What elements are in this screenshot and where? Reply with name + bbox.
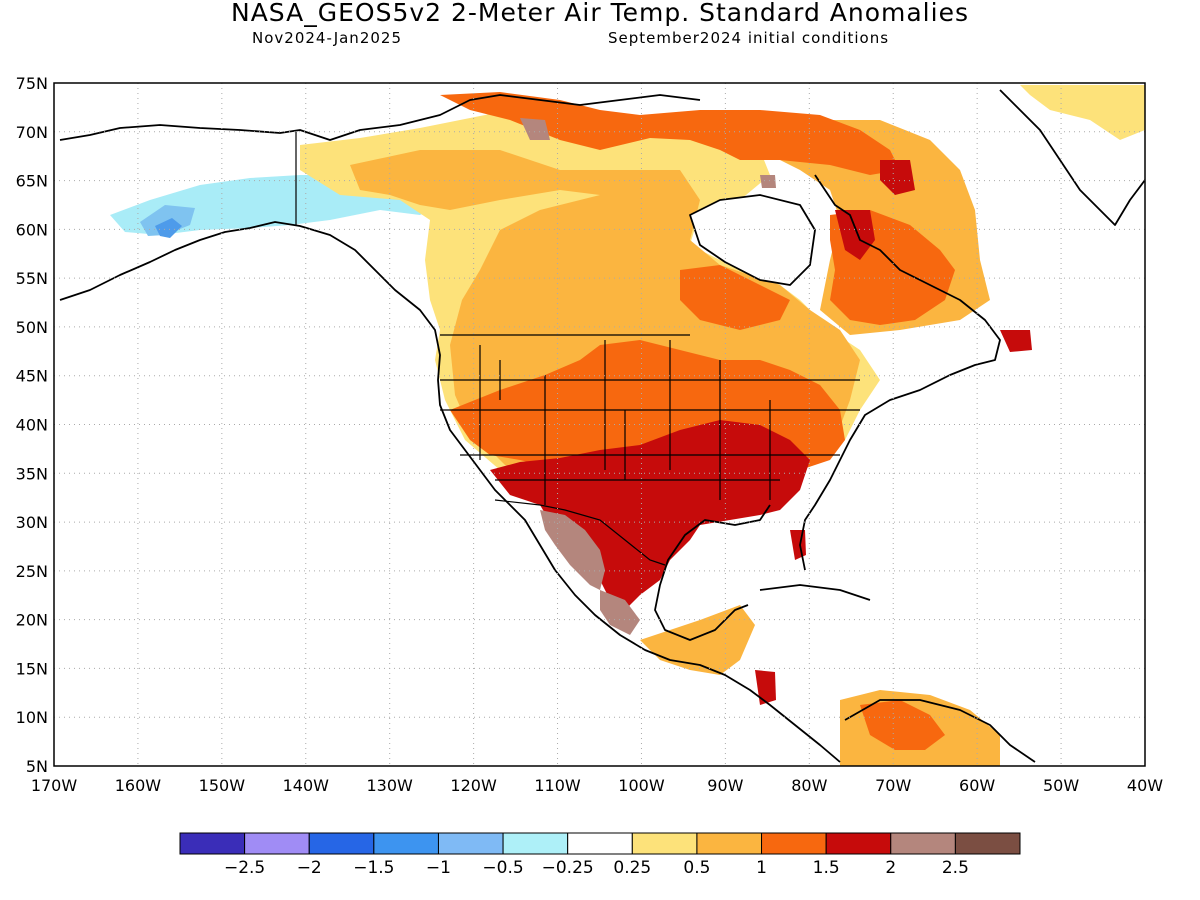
latitude-label: 15N [16, 659, 48, 678]
forecast-period: Nov2024-Jan2025 [252, 29, 402, 47]
initial-conditions: September2024 initial conditions [608, 29, 890, 47]
colorbar [179, 832, 1021, 855]
anomaly-region [755, 670, 776, 705]
colorbar-swatch [437, 832, 504, 855]
colorbar-swatch [954, 832, 1021, 855]
anomaly-region [640, 605, 755, 675]
latitude-label: 40N [16, 416, 48, 435]
latitude-label: 75N [16, 74, 48, 93]
latitude-label: 10N [16, 708, 48, 727]
longitude-label: 50W [1043, 776, 1079, 795]
anomaly-region [1000, 330, 1032, 352]
colorbar-label: −0.25 [542, 858, 594, 878]
colorbar-label: 0.5 [683, 858, 710, 878]
map-frame [53, 82, 1146, 767]
political-boundaries [295, 132, 860, 566]
coastlines [59, 89, 1145, 763]
latitude-label: 55N [16, 269, 48, 288]
longitude-axis: 170W 160W 150W 140W 130W 120W 110W 100W 90W 80W 70… [31, 776, 1163, 795]
colorbar-swatch [696, 832, 763, 855]
colorbar-label: 2.5 [942, 858, 969, 878]
longitude-label: 120W [450, 776, 497, 795]
anomaly-field [110, 85, 1145, 766]
anomaly-region [880, 160, 915, 195]
latitude-label: 70N [16, 123, 48, 142]
anomaly-region [1020, 85, 1145, 140]
anomaly-region [155, 218, 182, 238]
colorbar-swatch [761, 832, 827, 855]
anomaly-region [860, 700, 945, 750]
latitude-axis: 75N 70N 65N 60N 55N 50N 45N 40N 35N 30N 25N 20N 15N 1… [16, 74, 48, 776]
longitude-label: 80W [791, 776, 827, 795]
colorbar-swatch [631, 832, 698, 855]
latitude-label: 65N [16, 172, 48, 191]
colorbar-label: −1 [426, 858, 451, 878]
colorbar-swatch [179, 832, 246, 855]
anomaly-region [520, 118, 550, 140]
colorbar-labels: −2.5 −2 −1.5 −1 −0.5 −0.25 0.25 0.5 1 1.5 2 2.5 [224, 858, 969, 878]
colorbar-swatch [890, 832, 956, 855]
colorbar-label: 1.5 [813, 858, 840, 878]
colorbar-swatch [373, 832, 439, 855]
longitude-label: 70W [875, 776, 911, 795]
colorbar-swatch [502, 832, 569, 855]
longitude-label: 130W [367, 776, 414, 795]
colorbar-label: −0.5 [482, 858, 523, 878]
anomaly-region [600, 590, 640, 635]
longitude-label: 170W [31, 776, 78, 795]
longitude-label: 150W [199, 776, 246, 795]
longitude-label: 40W [1127, 776, 1163, 795]
anomaly-region [760, 175, 776, 188]
colorbar-label: −2 [297, 858, 322, 878]
colorbar-label: 0.25 [613, 858, 651, 878]
latitude-label: 35N [16, 464, 48, 483]
longitude-label: 90W [707, 776, 743, 795]
colorbar-swatch [308, 832, 375, 855]
latitude-label: 20N [16, 611, 48, 630]
grid-lines [54, 83, 1145, 766]
colorbar-label: 1 [756, 858, 767, 878]
anomaly-region [835, 210, 875, 260]
latitude-label: 60N [16, 220, 48, 239]
colorbar-swatch [825, 832, 892, 855]
colorbar-label: −1.5 [353, 858, 394, 878]
anomaly-region [680, 265, 790, 330]
colorbar-swatch [567, 832, 633, 855]
longitude-label: 110W [534, 776, 581, 795]
colorbar-label: 2 [885, 858, 896, 878]
latitude-label: 45N [16, 367, 48, 386]
map-title: NASA_GEOS5v2 2-Meter Air Temp. Standard … [231, 0, 969, 27]
anomaly-region [690, 195, 815, 285]
anomaly-region [540, 510, 605, 590]
latitude-label: 50N [16, 318, 48, 337]
latitude-label: 25N [16, 562, 48, 581]
longitude-label: 100W [618, 776, 665, 795]
colorbar-label: −2.5 [224, 858, 265, 878]
anomaly-region [490, 420, 810, 610]
longitude-label: 60W [959, 776, 995, 795]
latitude-label: 5N [26, 757, 48, 776]
latitude-label: 30N [16, 513, 48, 532]
colorbar-swatch [244, 832, 310, 855]
longitude-label: 140W [283, 776, 330, 795]
longitude-label: 160W [115, 776, 162, 795]
anomaly-region [440, 92, 900, 175]
anomaly-region [790, 530, 806, 560]
